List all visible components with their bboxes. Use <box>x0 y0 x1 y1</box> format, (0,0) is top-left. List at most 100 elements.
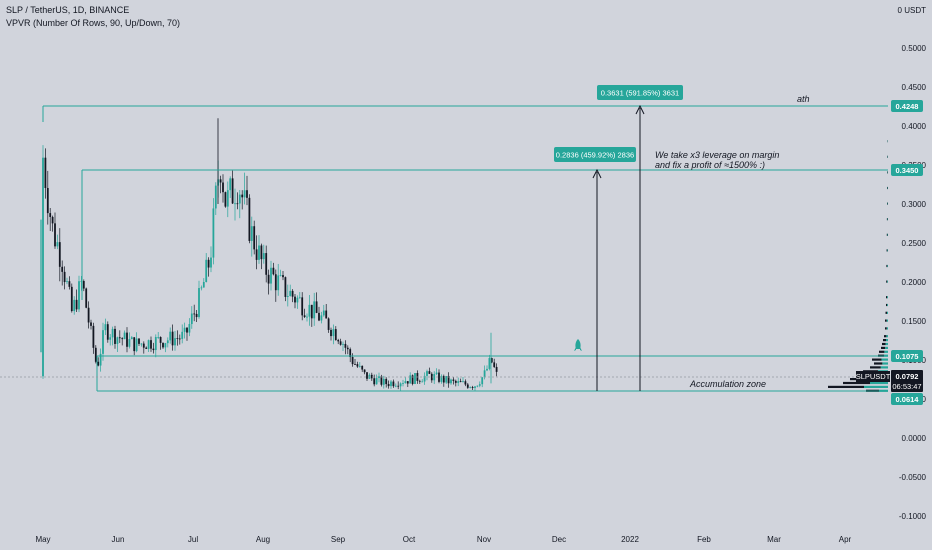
candle-body <box>186 327 188 333</box>
volume-row-down <box>885 319 887 322</box>
measure-box-2[interactable] <box>597 85 683 100</box>
current-price-tag <box>891 370 923 392</box>
candle-body <box>471 387 474 388</box>
candle-body <box>135 338 138 352</box>
y-tick-label: 0.2000 <box>902 278 927 287</box>
candle-body <box>464 381 467 385</box>
candle-body <box>342 343 344 345</box>
volume-row-down <box>885 327 887 330</box>
candle-body <box>176 338 179 339</box>
current-price-text: 0.0792 <box>896 372 919 381</box>
volume-row-up <box>886 339 888 342</box>
candle-body <box>66 281 68 283</box>
volume-row-down <box>879 350 885 353</box>
candle-body <box>330 329 332 337</box>
y-tick-label: 0.3000 <box>902 200 927 209</box>
candle-body <box>166 340 169 344</box>
drawings <box>0 104 888 392</box>
measure-box-1[interactable] <box>554 147 636 162</box>
candle-body <box>97 361 100 366</box>
candle-body <box>162 342 164 348</box>
resistance-price-text: 0.1075 <box>896 352 919 361</box>
candle-body <box>70 286 73 312</box>
candle-body <box>385 378 388 385</box>
y-tick-label: 0.0000 <box>902 434 927 443</box>
candle-body <box>452 379 455 381</box>
candle-body <box>250 226 253 241</box>
candle-body <box>200 287 203 289</box>
candle-body <box>378 376 380 379</box>
candle-body <box>296 297 299 303</box>
candle-body <box>238 194 241 204</box>
candle-body <box>284 277 287 297</box>
volume-row-down <box>886 296 888 299</box>
x-tick-label: 2022 <box>621 535 639 544</box>
candle-body <box>106 324 109 340</box>
time-axis[interactable]: May Jun Jul Aug Sep Oct Nov Dec 2022 Feb Mar Apr <box>35 535 851 544</box>
candle-body <box>157 336 160 338</box>
candle-body <box>454 380 457 383</box>
candle-body <box>214 185 217 209</box>
ath-price-tag <box>891 100 923 112</box>
volume-row-down <box>887 171 888 174</box>
candle-body <box>85 288 88 308</box>
candle-body <box>75 299 78 310</box>
candle-body <box>406 381 409 384</box>
candle-body <box>375 378 378 385</box>
candle-body <box>286 296 289 297</box>
candle-body <box>202 282 205 288</box>
candle-body <box>78 281 80 310</box>
candle-body <box>358 365 361 367</box>
candle-body <box>248 197 251 241</box>
candle-body <box>150 340 152 349</box>
candle-body <box>310 304 313 319</box>
candle-body <box>80 281 83 282</box>
volume-row-down <box>886 280 888 283</box>
candle-body <box>262 253 265 260</box>
candle-body <box>234 203 236 205</box>
candle-body <box>351 357 354 365</box>
y-tick-label: -0.1000 <box>899 512 927 521</box>
candle-body <box>46 187 49 214</box>
volume-row-up <box>887 296 888 299</box>
x-tick-label: Aug <box>256 535 270 544</box>
candle-body <box>243 190 246 198</box>
candle-body <box>118 337 121 339</box>
candle-body <box>457 381 460 383</box>
candle-body <box>349 349 352 358</box>
y-tick-label: 0.4000 <box>902 122 927 131</box>
y-tick-label: 0.1500 <box>902 317 927 326</box>
candle-body <box>318 312 320 321</box>
candle-body <box>258 245 260 260</box>
candle-body <box>63 271 66 283</box>
candle-body <box>414 373 416 384</box>
candle-body <box>486 368 488 371</box>
candle-body <box>116 337 119 344</box>
candle-body <box>490 358 493 363</box>
candle-body <box>140 343 143 345</box>
volume-row-up <box>880 366 888 369</box>
volume-row-down <box>886 303 888 307</box>
candle-body <box>145 347 148 349</box>
volume-row-up <box>864 385 888 388</box>
candle-body <box>212 208 215 258</box>
candle-body <box>183 327 186 332</box>
candle-body <box>226 190 229 207</box>
target-price-text: 0.3450 <box>896 166 919 175</box>
price-labels: 0.4248 0.3450 0.1075 SLPUSDT 0.0792 06:5… <box>856 100 923 405</box>
volume-row-down <box>886 233 888 236</box>
candle-body <box>303 315 306 317</box>
candle-body <box>438 372 440 382</box>
candle-body <box>397 385 400 387</box>
symbol-line[interactable]: SLP / TetherUS, 1D, BINANCE <box>6 5 130 15</box>
price-axis[interactable]: 0 USDT 0.50000.45000.40000.35000.30000.2… <box>898 6 927 521</box>
candle-body <box>447 376 450 384</box>
measure-text-2: 0.3631 (591.85%) 3631 <box>601 89 679 98</box>
candle-body <box>404 381 407 384</box>
candle-body <box>229 178 232 191</box>
ath-price-text: 0.4248 <box>896 102 919 111</box>
candle-body <box>277 275 280 291</box>
indicator-line[interactable]: VPVR (Number Of Rows, 90, Up/Down, 70) <box>6 18 181 28</box>
candle-body <box>421 381 424 383</box>
